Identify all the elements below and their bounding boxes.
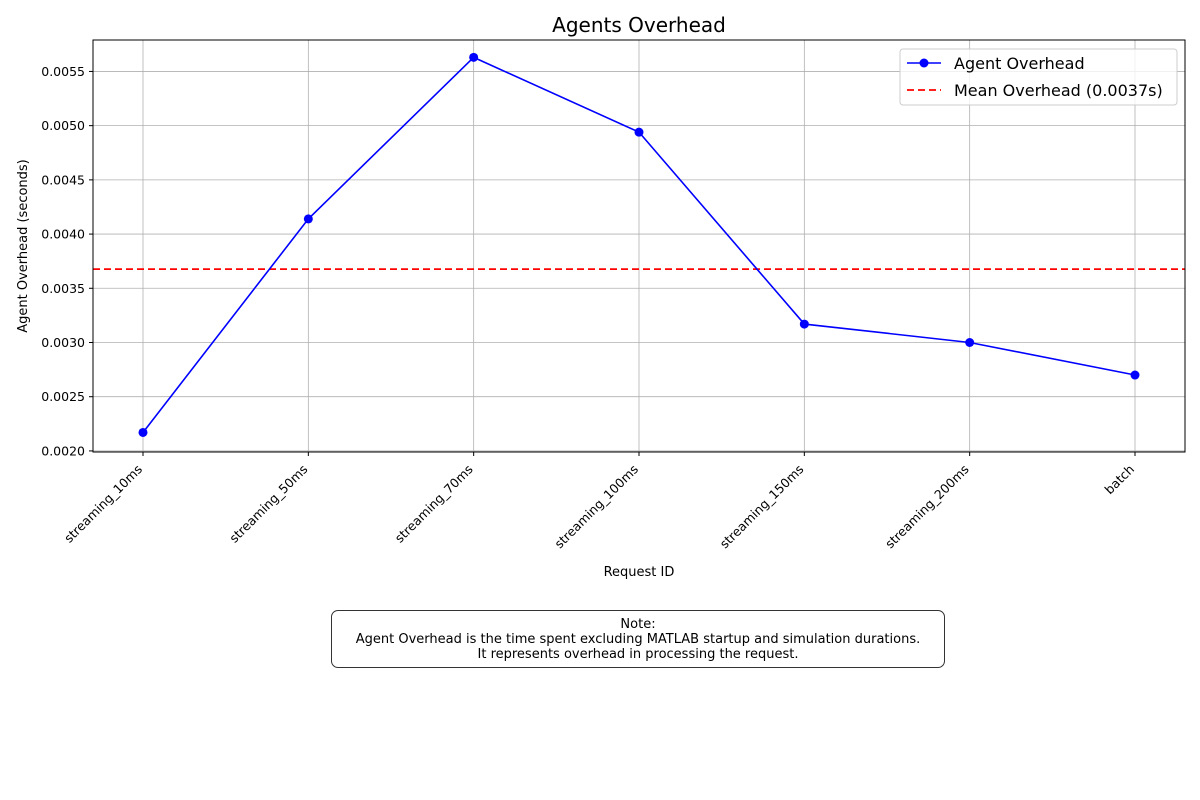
x-tick-label: streaming_150ms — [717, 462, 807, 552]
x-tick-label: batch — [1102, 462, 1138, 498]
legend-series-label: Agent Overhead — [954, 54, 1085, 73]
x-tick-label: streaming_100ms — [551, 462, 641, 552]
legend-box — [899, 48, 1178, 106]
data-point — [303, 214, 313, 224]
legend: Agent Overhead Mean Overhead (0.0037s) — [899, 48, 1178, 106]
x-axis-label: Request ID — [604, 565, 675, 580]
data-point — [965, 337, 975, 347]
y-axis-ticks: 0.0020 0.0025 0.0030 0.0035 0.0040 0.0045 0.00… — [41, 64, 93, 458]
series-layer — [138, 52, 1140, 437]
data-point — [138, 427, 148, 437]
note-line-1: Agent Overhead is the time spent excludi… — [355, 632, 921, 647]
chart-title: Agents Overhead — [552, 13, 726, 37]
data-point — [634, 127, 644, 137]
y-tick-label: 0.0050 — [41, 118, 85, 133]
x-tick-label: streaming_50ms — [226, 462, 310, 546]
x-tick-label: streaming_10ms — [61, 462, 145, 546]
y-tick-label: 0.0055 — [41, 64, 85, 79]
legend-series-marker — [919, 58, 929, 68]
note-heading: Note: — [620, 617, 656, 632]
data-point — [799, 319, 809, 329]
y-tick-label: 0.0030 — [41, 335, 85, 350]
note-box: Note: Agent Overhead is the time spent e… — [331, 610, 945, 668]
y-axis-label: Agent Overhead (seconds) — [16, 159, 31, 333]
y-tick-label: 0.0035 — [41, 281, 85, 296]
x-tick-label: streaming_70ms — [392, 462, 476, 546]
data-point — [1130, 370, 1140, 380]
note-line-2: It represents overhead in processing the… — [477, 647, 799, 662]
x-tick-label: streaming_200ms — [882, 462, 972, 552]
y-tick-label: 0.0020 — [41, 443, 85, 458]
legend-mean-label: Mean Overhead (0.0037s) — [954, 81, 1163, 100]
data-point — [469, 52, 479, 62]
grid-lines — [93, 40, 1185, 452]
y-tick-label: 0.0045 — [41, 172, 85, 187]
y-tick-label: 0.0025 — [41, 389, 85, 404]
x-axis-ticks: streaming_10ms streaming_50ms streaming_70… — [61, 452, 1137, 551]
y-tick-label: 0.0040 — [41, 227, 85, 242]
